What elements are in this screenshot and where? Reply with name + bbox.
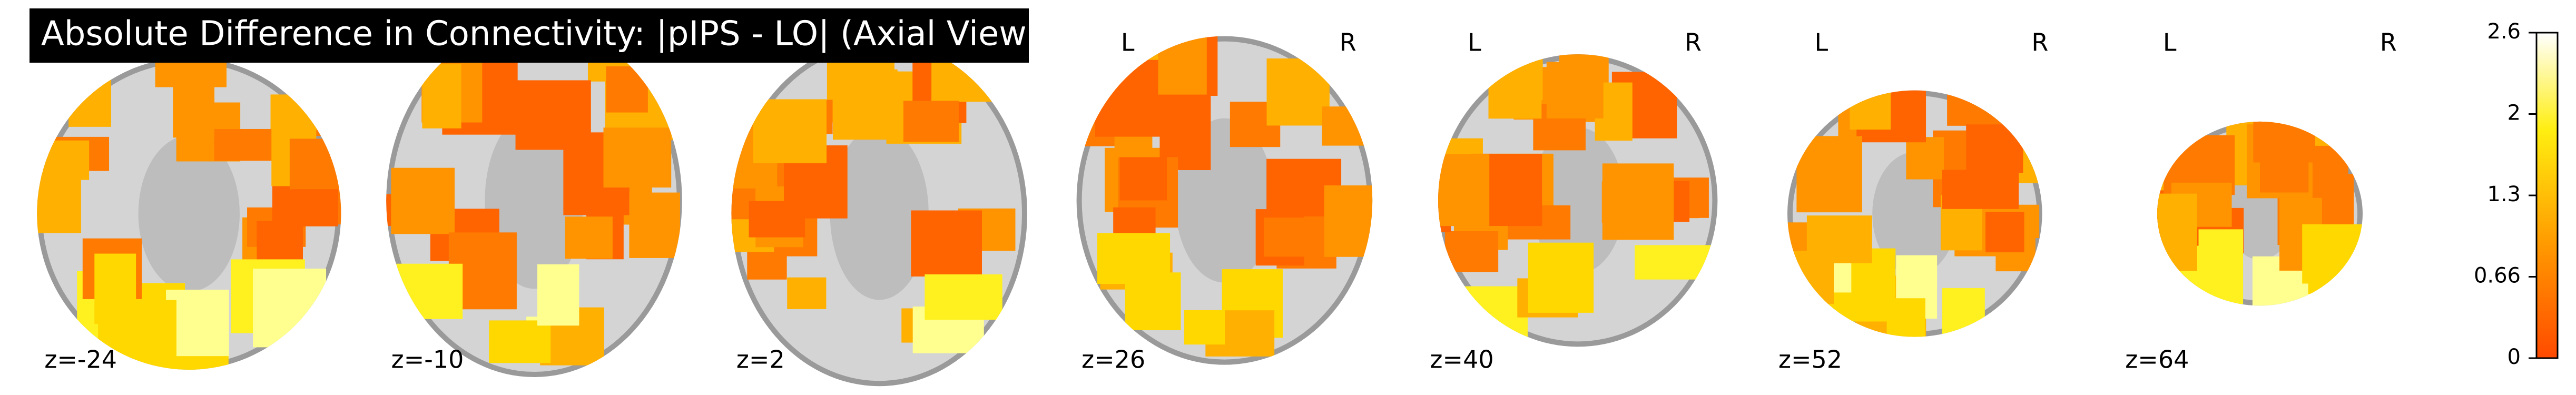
- activation-patch: [37, 140, 90, 180]
- brain-inner: [830, 127, 929, 300]
- activation-patch: [386, 194, 396, 226]
- activation-patch: [1886, 298, 1925, 337]
- activation: [37, 57, 341, 370]
- activation-patch: [753, 99, 827, 164]
- activation-patch: [1095, 60, 1165, 137]
- activation: [2157, 121, 2363, 306]
- left-label: L: [2163, 28, 2177, 57]
- activation-patch: [1787, 251, 1834, 304]
- activation-patch: [1159, 91, 1211, 170]
- activation: [731, 48, 1016, 353]
- activation-patch: [289, 139, 341, 190]
- activation-patch: [565, 216, 613, 259]
- activation-patch: [1966, 124, 2023, 173]
- activation-patch: [629, 192, 680, 258]
- activation-patch: [931, 56, 998, 102]
- slice-label: z=52: [1778, 345, 1842, 374]
- activation-patch: [1158, 37, 1207, 95]
- activation-patch: [1266, 58, 1330, 126]
- activation-patch: [2253, 121, 2315, 163]
- right-label: R: [1685, 28, 1702, 57]
- activation: [386, 24, 682, 366]
- left-label: L: [1468, 28, 1481, 57]
- activation-patch: [1263, 218, 1328, 257]
- activation-patch: [387, 263, 463, 319]
- activation-patch: [903, 101, 959, 142]
- activation-patch: [1324, 185, 1373, 257]
- colorbar-tick-label: 0.66: [2474, 264, 2521, 288]
- activation-patch: [1184, 310, 1225, 345]
- activation-patch: [1635, 245, 1712, 280]
- activation-patch: [1947, 90, 2011, 126]
- title: Absolute Difference in Connectivity: |pI…: [41, 15, 1040, 54]
- left-label: L: [1814, 28, 1828, 57]
- activation-patch: [1850, 90, 1891, 130]
- colorbar-tick-label: 2.6: [2487, 19, 2521, 44]
- activation-patch: [1097, 233, 1171, 284]
- activation-patch: [391, 167, 455, 234]
- colorbar-tick-label: 1.3: [2487, 182, 2521, 206]
- activation-patch: [911, 210, 982, 277]
- activation-patch: [1942, 288, 1985, 337]
- activation-patch: [515, 80, 591, 150]
- activation-patch: [68, 72, 111, 127]
- title-box: [30, 8, 1029, 63]
- activation-patch: [749, 201, 805, 238]
- brain-slices: [37, 24, 2363, 387]
- activation-patch: [1438, 154, 1490, 226]
- slice-label: z=-10: [391, 345, 464, 374]
- right-label: R: [2031, 28, 2048, 57]
- slice-label: z=26: [1081, 345, 1145, 374]
- slice-label: z=2: [736, 345, 785, 374]
- activation-patch: [1490, 54, 1543, 101]
- left-label: L: [1121, 28, 1135, 57]
- activation-patch: [422, 64, 461, 129]
- activation: [1438, 54, 1712, 347]
- activation-patch: [925, 274, 1002, 320]
- brain-inner: [138, 135, 240, 292]
- activation-patch: [1119, 157, 1167, 201]
- activation-patch: [173, 62, 215, 138]
- activation-patch: [1796, 136, 1862, 213]
- activation-patch: [606, 66, 648, 113]
- activation-patch: [2157, 193, 2197, 271]
- colorbar: [2535, 32, 2559, 359]
- activation-patch: [1601, 181, 1639, 223]
- activation-patch: [1444, 231, 1499, 272]
- activation-patch: [833, 69, 898, 140]
- activation-patch: [1546, 62, 1604, 118]
- slice-label: z=64: [2125, 345, 2189, 374]
- slice-label: z=-24: [44, 345, 117, 374]
- activation-patch: [489, 320, 551, 363]
- activation-patch: [1322, 106, 1373, 146]
- activation-patch: [37, 173, 81, 233]
- colorbar-tick-label: 0: [2508, 345, 2521, 369]
- activation-patch: [537, 264, 579, 326]
- activation-patch: [166, 290, 229, 357]
- activation-patch: [214, 129, 272, 161]
- activation-patch: [253, 269, 327, 348]
- activation-patch: [1528, 242, 1594, 313]
- activation-patch: [603, 127, 672, 188]
- activation-patch: [2302, 224, 2363, 284]
- activation-patch: [1985, 212, 2024, 253]
- right-label: R: [1340, 28, 1356, 57]
- activation-patch: [272, 183, 338, 226]
- activation-patch: [2198, 229, 2244, 304]
- activation-patch: [1906, 137, 1944, 180]
- activation-patch: [1942, 170, 2019, 209]
- activation-patch: [787, 277, 827, 309]
- right-label: R: [2380, 28, 2397, 57]
- colorbar-tick-label: 2: [2508, 101, 2521, 125]
- slice-label: z=40: [1430, 345, 1493, 374]
